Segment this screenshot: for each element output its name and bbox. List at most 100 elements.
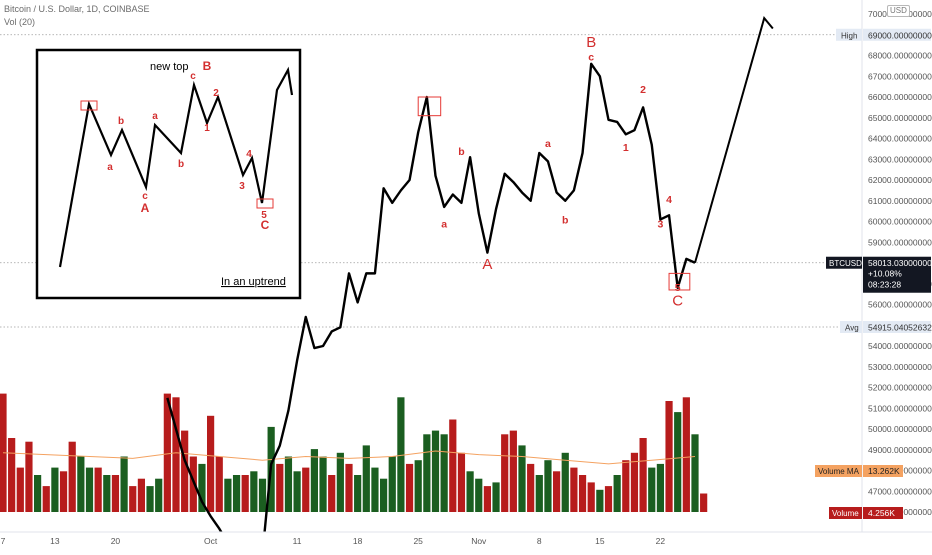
volume-bar	[345, 463, 353, 512]
x-tick-label: 25	[413, 536, 423, 546]
volume-bar	[518, 445, 526, 512]
inset-box-bottom	[256, 198, 274, 209]
box-bottom	[668, 272, 691, 291]
inset-wave-label: 4	[246, 149, 252, 160]
volume-bar	[42, 486, 50, 512]
x-tick-label: 7	[1, 536, 6, 546]
volume-bar	[665, 401, 673, 512]
volume-bar	[380, 478, 388, 512]
volume-bar	[163, 393, 171, 512]
avg-value: 54915.04052632	[868, 323, 932, 333]
volume-bar	[51, 467, 59, 512]
y-tick-label: 67000.00000000	[868, 71, 932, 81]
volume-bar	[674, 412, 682, 512]
volume-bar	[630, 452, 639, 512]
volume-bar	[639, 438, 647, 512]
y-tick-label: 54000.00000000	[868, 341, 932, 351]
last-price-value: 58013.03000000	[868, 258, 932, 268]
wave-label: 5	[675, 282, 681, 294]
wave-label: 4	[666, 194, 672, 206]
y-tick-label: 62000.00000000	[868, 175, 932, 185]
volume-bar	[535, 475, 543, 512]
projection-line	[694, 16, 774, 264]
inset-wave-line	[58, 66, 294, 268]
time-axis-background	[0, 532, 932, 550]
high-tag-label: High	[841, 31, 857, 40]
volume-bar	[553, 471, 561, 512]
y-tick-label: 59000.00000000	[868, 237, 932, 247]
wave-label: a	[441, 219, 447, 231]
wave-label: a	[545, 138, 551, 150]
x-tick-label: 15	[595, 536, 605, 546]
volume-bar	[700, 493, 708, 512]
y-tick-label: 66000.00000000	[868, 92, 932, 102]
y-tick-label: 50000.00000000	[868, 424, 932, 434]
volume-ma-tag-bg	[815, 465, 862, 477]
inset-wave-label: B	[203, 59, 212, 73]
volume-ma-line	[2, 450, 696, 465]
volume-bar	[405, 463, 414, 512]
x-tick-label: 18	[353, 536, 363, 546]
volume-value: 4.256K	[868, 508, 895, 518]
y-tick-label: 61000.00000000	[868, 196, 932, 206]
volume-bar	[120, 456, 128, 512]
volume-bar	[527, 463, 535, 512]
volume-bar	[682, 397, 690, 512]
volume-bar	[691, 434, 699, 512]
volume-bar	[232, 475, 241, 512]
inset-wave-label: 5	[261, 210, 267, 221]
volume-bar	[146, 486, 154, 512]
y-tick-label: 64000.00000000	[868, 134, 932, 144]
volume-bar	[388, 456, 396, 512]
volume-bar	[509, 430, 517, 512]
x-tick-label: 11	[293, 536, 302, 546]
volume-bar	[172, 397, 180, 512]
avg-tag-label: Avg	[845, 324, 859, 333]
inset-wave-label: A	[141, 201, 150, 215]
volume-ma-value-bg	[863, 465, 903, 477]
volume-bar	[587, 482, 595, 512]
volume-bar	[94, 467, 102, 512]
high-value: 69000.00000000	[868, 30, 932, 40]
volume-bar	[475, 478, 483, 512]
volume-bar	[16, 467, 24, 512]
volume-indicator-label[interactable]: Vol (20)	[4, 17, 36, 27]
wave-label: b	[458, 146, 464, 158]
volume-bar	[371, 467, 379, 512]
volume-bar	[25, 441, 33, 512]
volume-bar	[622, 460, 630, 512]
volume-bar	[258, 478, 267, 512]
x-tick-label: 13	[50, 536, 60, 546]
volume-bar	[440, 434, 448, 512]
box-top	[417, 96, 442, 117]
inset-wave-label: b	[118, 116, 124, 127]
volume-bar	[604, 486, 613, 512]
volume-bar	[103, 475, 111, 512]
volume-ma-value: 13.262K	[868, 466, 900, 476]
inset-wave-label: c	[142, 191, 148, 202]
volume-bar	[207, 415, 215, 512]
volume-bar	[354, 475, 362, 512]
volume-bar	[319, 456, 327, 512]
wave-label: 2	[640, 84, 646, 96]
volume-bar	[656, 463, 664, 512]
volume-bar	[501, 434, 509, 512]
inset-box-top	[80, 100, 98, 111]
volume-bar	[466, 471, 474, 512]
y-tick-label: 52000.00000000	[868, 383, 932, 393]
wave-label: c	[588, 52, 594, 64]
volume-bar	[414, 460, 422, 512]
volume-bar	[284, 456, 293, 512]
volume-bar	[310, 449, 318, 512]
volume-bar	[276, 463, 284, 512]
volume-bar	[423, 434, 431, 512]
currency-badge[interactable]: USD	[887, 5, 910, 17]
volume-bar	[336, 452, 344, 512]
volume-bar	[77, 456, 85, 512]
volume-bar	[215, 456, 223, 512]
volume-bar	[241, 475, 249, 512]
avg-tag-bg	[840, 321, 862, 334]
volume-bar	[492, 482, 500, 512]
volume-bar	[198, 463, 206, 512]
